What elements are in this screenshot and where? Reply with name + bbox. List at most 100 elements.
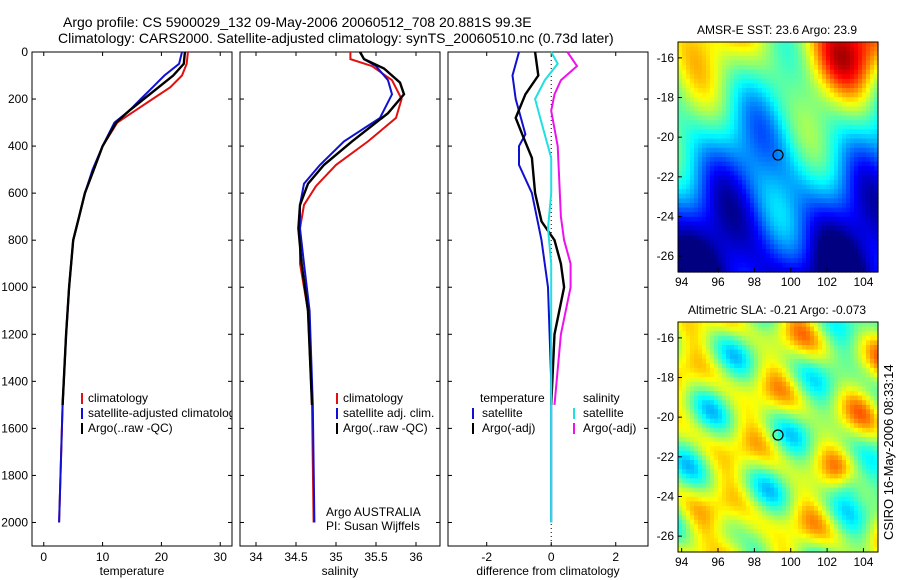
field-cell xyxy=(834,455,839,461)
field-cell xyxy=(850,381,855,387)
field-cell xyxy=(718,193,723,199)
field-cell xyxy=(694,138,699,144)
field-cell xyxy=(738,326,743,332)
field-cell xyxy=(834,184,839,190)
field-cell xyxy=(706,111,711,117)
field-cell xyxy=(678,524,683,530)
field-cell xyxy=(826,372,831,378)
field-cell xyxy=(706,478,711,484)
field-cell xyxy=(802,235,807,241)
field-cell xyxy=(762,450,767,456)
field-cell xyxy=(806,189,811,195)
field-cell xyxy=(746,55,751,61)
field-cell xyxy=(678,92,683,98)
field-cell xyxy=(862,138,867,144)
field-cell xyxy=(714,460,719,466)
field-cell xyxy=(830,358,835,364)
field-cell xyxy=(818,138,823,144)
field-cell xyxy=(874,115,879,121)
field-cell xyxy=(810,262,815,268)
field-cell xyxy=(746,423,751,429)
field-cell xyxy=(790,253,795,259)
field-cell xyxy=(698,262,703,268)
field-cell xyxy=(706,55,711,61)
field-cell xyxy=(734,203,739,209)
field-cell xyxy=(822,212,827,218)
field-cell xyxy=(726,432,731,438)
field-cell xyxy=(766,395,771,401)
field-cell xyxy=(686,161,691,167)
field-cell xyxy=(718,97,723,103)
field-cell xyxy=(850,262,855,268)
field-cell xyxy=(790,524,795,530)
field-cell xyxy=(806,175,811,181)
field-cell xyxy=(722,101,727,107)
field-cell xyxy=(786,423,791,429)
field-cell xyxy=(774,115,779,121)
field-cell xyxy=(810,239,815,245)
field-cell xyxy=(766,134,771,140)
field-cell xyxy=(798,340,803,346)
figure-title-line1: Argo profile: CS 5900029_132 09-May-2006… xyxy=(63,14,532,30)
field-cell xyxy=(818,478,823,484)
field-cell xyxy=(754,120,759,126)
field-cell xyxy=(806,46,811,52)
field-cell xyxy=(866,74,871,80)
field-cell xyxy=(810,478,815,484)
field-cell xyxy=(754,51,759,57)
field-cell xyxy=(862,152,867,158)
field-cell xyxy=(778,487,783,493)
field-cell xyxy=(738,78,743,84)
field-cell xyxy=(726,147,731,153)
field-cell xyxy=(682,326,687,332)
field-cell xyxy=(762,55,767,61)
field-cell xyxy=(706,524,711,530)
field-cell xyxy=(858,78,863,84)
field-cell xyxy=(734,239,739,245)
field-cell xyxy=(746,547,751,553)
field-cell xyxy=(850,542,855,548)
field-cell xyxy=(830,249,835,255)
field-cell xyxy=(762,51,767,57)
field-cell xyxy=(698,538,703,544)
field-cell xyxy=(798,230,803,236)
field-cell xyxy=(754,478,759,484)
field-cell xyxy=(866,83,871,89)
field-cell xyxy=(818,427,823,433)
field-cell xyxy=(818,473,823,479)
field-cell xyxy=(686,193,691,199)
field-cell xyxy=(870,106,875,112)
field-cell xyxy=(858,212,863,218)
field-cell xyxy=(838,55,843,61)
field-cell xyxy=(842,501,847,507)
field-cell xyxy=(798,404,803,410)
field-cell xyxy=(770,542,775,548)
field-cell xyxy=(778,473,783,479)
field-cell xyxy=(778,166,783,172)
field-cell xyxy=(798,267,803,273)
field-cell xyxy=(714,496,719,502)
field-cell xyxy=(778,409,783,415)
field-cell xyxy=(742,418,747,424)
field-cell xyxy=(782,414,787,420)
field-cell xyxy=(862,51,867,57)
field-cell xyxy=(858,335,863,341)
field-cell xyxy=(722,501,727,507)
field-cell xyxy=(854,221,859,227)
field-cell xyxy=(802,65,807,71)
field-cell xyxy=(714,235,719,241)
field-cell xyxy=(858,184,863,190)
field-cell xyxy=(842,538,847,544)
field-cell xyxy=(710,478,715,484)
field-cell xyxy=(682,386,687,392)
field-cell xyxy=(678,483,683,489)
field-cell xyxy=(722,226,727,232)
field-cell xyxy=(858,460,863,466)
field-cell xyxy=(858,395,863,401)
field-cell xyxy=(826,170,831,176)
field-cell xyxy=(730,395,735,401)
field-cell xyxy=(794,189,799,195)
field-cell xyxy=(698,358,703,364)
field-cell xyxy=(786,74,791,80)
field-cell xyxy=(698,221,703,227)
